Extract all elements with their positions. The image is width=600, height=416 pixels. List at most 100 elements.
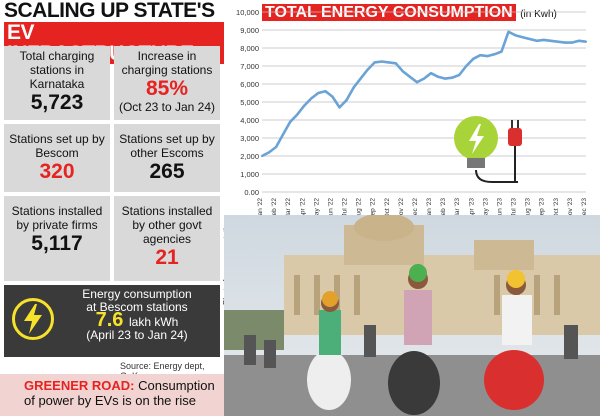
stat-value: 320 [39,160,75,183]
title-line-1: SCALING UP STATE'S [4,0,215,22]
stat-sub: (Oct 23 to Jan 24) [118,100,216,114]
stat-value: 5,723 [30,91,84,114]
data-point [289,120,292,123]
stat-value: 5,117 [31,232,83,255]
stat-total-stations: Total charging stations in Karnataka 5,7… [4,46,110,120]
y-tick-label: 8,000 [240,44,259,53]
x-tick-label: Dec '22 [412,198,419,215]
data-point [521,36,524,39]
data-point [429,72,433,75]
data-point [282,133,285,136]
energy-value-row: 7.6 lakh kWh [56,310,218,330]
data-point [514,34,517,37]
data-point [380,60,383,63]
energy-unit: lakh kWh [129,315,179,329]
footer-text: Consumption of power by EVs is on the ri… [24,378,215,408]
stat-increase: Increase in charging stations 85% (Oct 2… [114,46,220,120]
x-tick-label: Apr '23 [468,198,475,215]
stat-label: Stations set up by other Escoms [119,132,215,160]
x-tick-label: Jan '22 [257,198,264,215]
stat-label: Stations installed by other govt agencie… [121,204,213,246]
y-tick-label: 3,000 [240,134,259,143]
stat-label: Increase in charging stations [121,49,213,77]
data-point [415,81,419,84]
energy-line-2: at Bescom stations [86,300,188,314]
stat-label: Stations installed by private firms [11,204,103,232]
data-point [479,54,482,57]
x-tick-label: Jun '23 [496,198,503,215]
data-point [570,41,574,44]
data-point [458,73,461,77]
data-point [577,39,581,42]
data-point [549,39,552,42]
scooter-left [307,291,351,410]
footer-caption: GREENER ROAD: Consumption of power by EV… [0,374,224,416]
x-tick-label: Dec '23 [581,198,588,215]
left-panel: SCALING UP STATE'S EV INFRASTRUCTURE Tot… [0,0,224,416]
y-tick-label: 5,000 [240,98,259,107]
data-point [584,40,588,43]
stat-value: 85% [145,77,189,100]
data-point [317,91,320,95]
data-point [444,77,447,80]
stat-other-escoms: Stations set up by other Escoms 265 [114,124,220,192]
x-tick-label: Sep '22 [370,198,377,215]
series-line [261,30,587,158]
y-tick-label: 1,000 [240,170,259,179]
y-tick-label: 4,000 [240,116,259,125]
data-point [486,55,489,58]
data-point [310,97,313,100]
data-point [493,53,496,56]
x-tick-label: Oct '23 [553,198,560,215]
data-point [324,90,327,93]
chart-title: TOTAL ENERGY CONSUMPTION (in Kwh) [262,4,557,22]
data-point [338,106,341,109]
x-tick-label: Aug '22 [356,198,363,215]
data-point [535,39,538,42]
data-point [352,86,355,89]
x-tick-label: Jul '23 [511,198,518,215]
energy-consumption-box: Energy consumption at Bescom stations 7.… [4,285,220,357]
data-point [507,30,510,33]
data-point [401,70,404,73]
stat-bescom: Stations set up by Bescom 320 [4,124,110,192]
x-tick-label: May '22 [313,198,320,215]
x-tick-label: Aug '23 [525,198,532,215]
x-tick-label: Feb '22 [271,198,278,215]
line-chart: 0.00 1,000 2,000 3,000 4,000 5,000 6,000 7,000 8… [236,8,588,215]
data-point [436,75,440,78]
data-point [359,77,362,80]
x-tick-label: Apr '22 [299,198,306,215]
x-tick-label: Oct '22 [384,198,391,215]
stat-value: 265 [149,160,185,183]
data-point [451,76,454,79]
data-point [373,61,376,64]
data-point [500,50,503,53]
x-tick-label: May '23 [482,198,489,215]
x-tick-label: Mar '22 [285,198,292,215]
energy-value: 7.6 [95,309,124,331]
energy-period: (April 23 to Jan 24) [86,328,188,342]
energy-text: Energy consumption at Bescom stations 7.… [56,288,218,342]
chart-unit: (in Kwh) [520,9,557,20]
bulb-plug-icon [454,116,522,183]
x-tick-label: Jan '23 [426,198,433,215]
lightning-bolt-icon [12,298,54,340]
stat-other-govt: Stations installed by other govt agencie… [114,196,220,281]
x-tick-label: Sep '23 [539,198,546,215]
x-tick-label: Jun '22 [327,198,334,215]
data-point [472,57,475,60]
stat-label: Stations set up by Bescom [9,132,105,160]
x-tick-label: Feb '23 [440,198,447,215]
stat-label: Total charging stations in Karnataka [19,49,95,91]
data-point [542,38,545,42]
energy-line-1: Energy consumption [82,287,192,301]
y-tick-label: 2,000 [240,152,259,161]
y-tick-label: 6,000 [240,80,259,89]
data-point [528,37,531,41]
data-point [408,75,412,78]
data-point [465,64,468,68]
data-point [260,154,264,158]
x-tick-label: Nov '22 [398,198,405,215]
chart-title-text: TOTAL ENERGY CONSUMPTION [262,4,516,21]
